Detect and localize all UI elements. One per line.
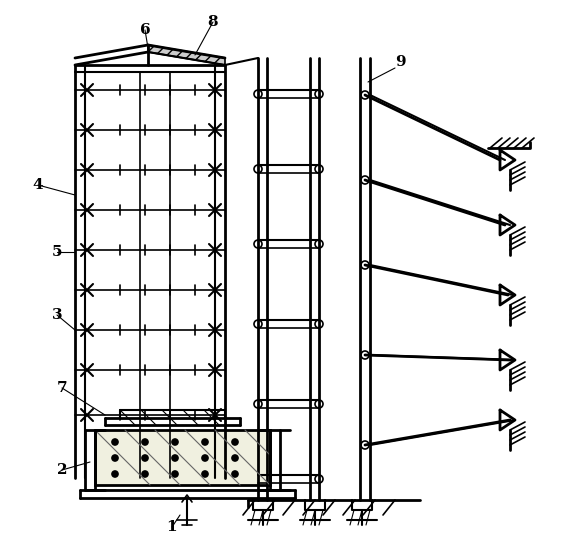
Circle shape [172,455,178,461]
Circle shape [232,471,238,477]
Circle shape [142,471,148,477]
Circle shape [202,439,208,445]
Circle shape [172,439,178,445]
Circle shape [232,455,238,461]
Text: 9: 9 [395,55,406,69]
Circle shape [172,471,178,477]
Circle shape [202,455,208,461]
Circle shape [232,439,238,445]
Text: 7: 7 [57,381,67,395]
Text: 3: 3 [51,308,62,322]
Text: 5: 5 [51,245,62,259]
Text: 8: 8 [208,15,219,29]
Circle shape [112,455,118,461]
Circle shape [142,455,148,461]
Text: 1: 1 [166,520,177,534]
Text: 6: 6 [140,23,150,37]
Text: 4: 4 [33,178,43,192]
Text: 2: 2 [57,463,67,477]
Polygon shape [148,45,225,65]
Circle shape [202,471,208,477]
Circle shape [142,439,148,445]
Circle shape [112,439,118,445]
Bar [95,430,270,485]
Circle shape [112,471,118,477]
